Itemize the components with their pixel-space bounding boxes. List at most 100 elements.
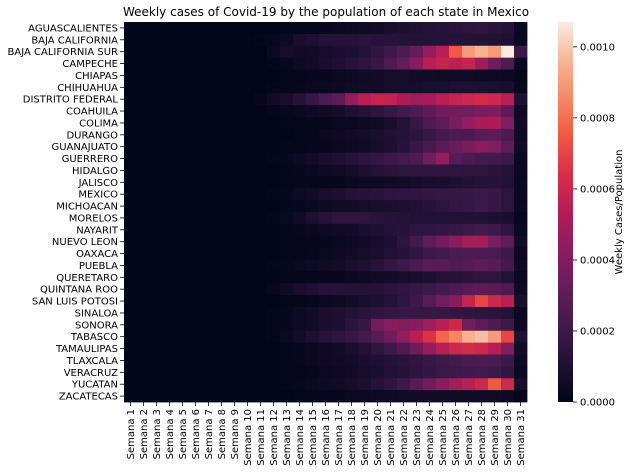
heatmap-cell [410, 378, 424, 391]
row-label: GUERRERO [62, 154, 119, 165]
heatmap-cell [436, 188, 450, 201]
heatmap-cell [358, 259, 372, 272]
heatmap-cell [332, 176, 346, 189]
heatmap-cell [462, 366, 476, 379]
heatmap-cell [384, 283, 398, 296]
heatmap-cell [280, 164, 294, 177]
heatmap-cell [150, 318, 164, 332]
heatmap-cell [189, 93, 203, 106]
heatmap-cell [475, 342, 489, 355]
heatmap-cell [176, 152, 190, 165]
heatmap-cell [410, 81, 424, 94]
heatmap-cell [475, 81, 489, 94]
heatmap-cell [345, 283, 359, 296]
column-label: Semana 23 [412, 409, 423, 466]
heatmap-cell [202, 235, 216, 249]
heatmap-cell [384, 307, 398, 320]
heatmap-cell [163, 223, 177, 237]
heatmap-cell [449, 223, 463, 237]
heatmap-cell [319, 45, 333, 59]
heatmap-cell [319, 259, 333, 272]
heatmap-cell [137, 295, 151, 308]
heatmap-cell [189, 342, 203, 355]
heatmap-cell [150, 235, 164, 249]
column-label: Semana 29 [490, 409, 501, 466]
heatmap-cell [397, 259, 411, 272]
heatmap-cell [124, 366, 138, 379]
heatmap-cell [137, 33, 151, 47]
heatmap-cell [306, 200, 320, 213]
heatmap-cell [358, 45, 372, 59]
heatmap-cell [254, 105, 268, 118]
heatmap-cell [319, 295, 333, 308]
heatmap-cell [189, 235, 203, 249]
heatmap-cell [267, 342, 281, 355]
heatmap-cell [358, 318, 372, 332]
heatmap-cell [436, 105, 450, 118]
heatmap-cell [215, 307, 229, 320]
heatmap-cell [137, 271, 151, 284]
heatmap-cell [371, 318, 385, 332]
heatmap-cell [293, 390, 307, 403]
heatmap-cell [410, 354, 424, 367]
heatmap-cell [319, 57, 333, 70]
heatmap-cell [488, 378, 502, 391]
heatmap-cell [449, 307, 463, 320]
heatmap-cell [228, 57, 242, 70]
heatmap-cell [176, 295, 190, 308]
column-label: Semana 6 [191, 409, 202, 459]
heatmap-cell [254, 307, 268, 320]
heatmap-cell [267, 318, 281, 332]
heatmap-cell [215, 200, 229, 213]
heatmap-cell [163, 247, 177, 260]
heatmap-cell [215, 117, 229, 130]
heatmap-cell [137, 342, 151, 355]
colorbar-tick-label: 0.0008 [580, 113, 615, 124]
column-label: Semana 17 [334, 409, 345, 466]
heatmap-cell [280, 366, 294, 379]
heatmap-cell [436, 342, 450, 355]
heatmap-cell [137, 247, 151, 260]
heatmap-cell [410, 223, 424, 237]
heatmap-cell [150, 271, 164, 284]
heatmap-cell [124, 69, 138, 82]
heatmap-cell [410, 93, 424, 106]
heatmap-cell [124, 188, 138, 201]
heatmap-cell [384, 366, 398, 379]
heatmap-cell [462, 378, 476, 391]
heatmap-cell [228, 283, 242, 296]
heatmap-cell [462, 212, 476, 225]
heatmap-cell [436, 69, 450, 82]
heatmap-cell [293, 128, 307, 142]
heatmap-cell [228, 390, 242, 403]
heatmap-cell [488, 22, 502, 35]
heatmap-cell [358, 330, 372, 344]
heatmap-cell [319, 33, 333, 47]
heatmap-cell [436, 33, 450, 47]
heatmap-cell [358, 378, 372, 391]
heatmap-cell [345, 128, 359, 142]
heatmap-cell [319, 271, 333, 284]
colorbar [558, 22, 573, 402]
heatmap-cell [254, 235, 268, 249]
heatmap-cell [189, 45, 203, 59]
heatmap-cell [332, 307, 346, 320]
heatmap-cell [228, 295, 242, 308]
heatmap-cell [332, 212, 346, 225]
column-label: Semana 25 [438, 409, 449, 466]
heatmap-cell [293, 105, 307, 118]
heatmap-cell [501, 128, 515, 142]
heatmap-cell [384, 342, 398, 355]
heatmap-cell [514, 366, 528, 379]
heatmap-cell [137, 318, 151, 332]
heatmap-cell [215, 223, 229, 237]
heatmap-cell [267, 366, 281, 379]
heatmap-cell [163, 366, 177, 379]
heatmap-cell [241, 69, 255, 82]
column-label: Semana 9 [230, 409, 241, 459]
heatmap-cell [319, 200, 333, 213]
heatmap-cell [514, 295, 528, 308]
heatmap-cell [410, 188, 424, 201]
heatmap-cell [332, 81, 346, 94]
